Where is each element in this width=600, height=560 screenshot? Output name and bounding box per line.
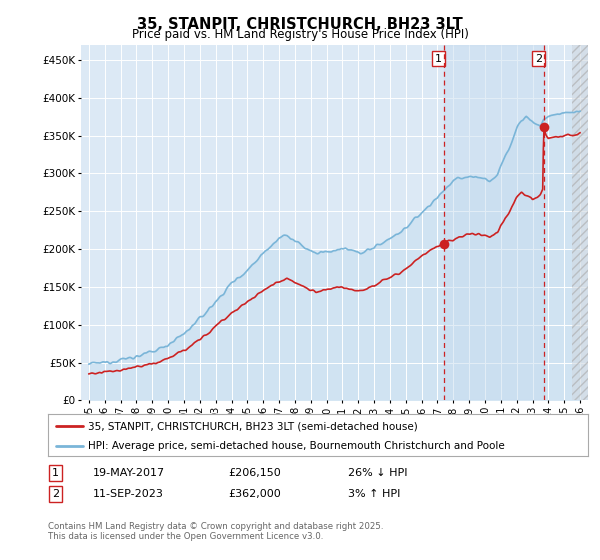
Text: 11-SEP-2023: 11-SEP-2023 <box>93 489 164 499</box>
Text: 19-MAY-2017: 19-MAY-2017 <box>93 468 165 478</box>
Text: 3% ↑ HPI: 3% ↑ HPI <box>348 489 400 499</box>
Text: 1: 1 <box>435 54 442 64</box>
Text: 2: 2 <box>52 489 59 499</box>
Bar <box>572 45 588 400</box>
Text: Contains HM Land Registry data © Crown copyright and database right 2025.
This d: Contains HM Land Registry data © Crown c… <box>48 522 383 542</box>
Text: HPI: Average price, semi-detached house, Bournemouth Christchurch and Poole: HPI: Average price, semi-detached house,… <box>89 441 505 451</box>
Bar <box>443 45 544 400</box>
Text: £362,000: £362,000 <box>228 489 281 499</box>
Text: 35, STANPIT, CHRISTCHURCH, BH23 3LT (semi-detached house): 35, STANPIT, CHRISTCHURCH, BH23 3LT (sem… <box>89 421 418 431</box>
Text: 35, STANPIT, CHRISTCHURCH, BH23 3LT: 35, STANPIT, CHRISTCHURCH, BH23 3LT <box>137 17 463 32</box>
Text: 2: 2 <box>535 54 542 64</box>
Text: 1: 1 <box>52 468 59 478</box>
Text: 26% ↓ HPI: 26% ↓ HPI <box>348 468 407 478</box>
Text: £206,150: £206,150 <box>228 468 281 478</box>
Text: Price paid vs. HM Land Registry's House Price Index (HPI): Price paid vs. HM Land Registry's House … <box>131 28 469 41</box>
